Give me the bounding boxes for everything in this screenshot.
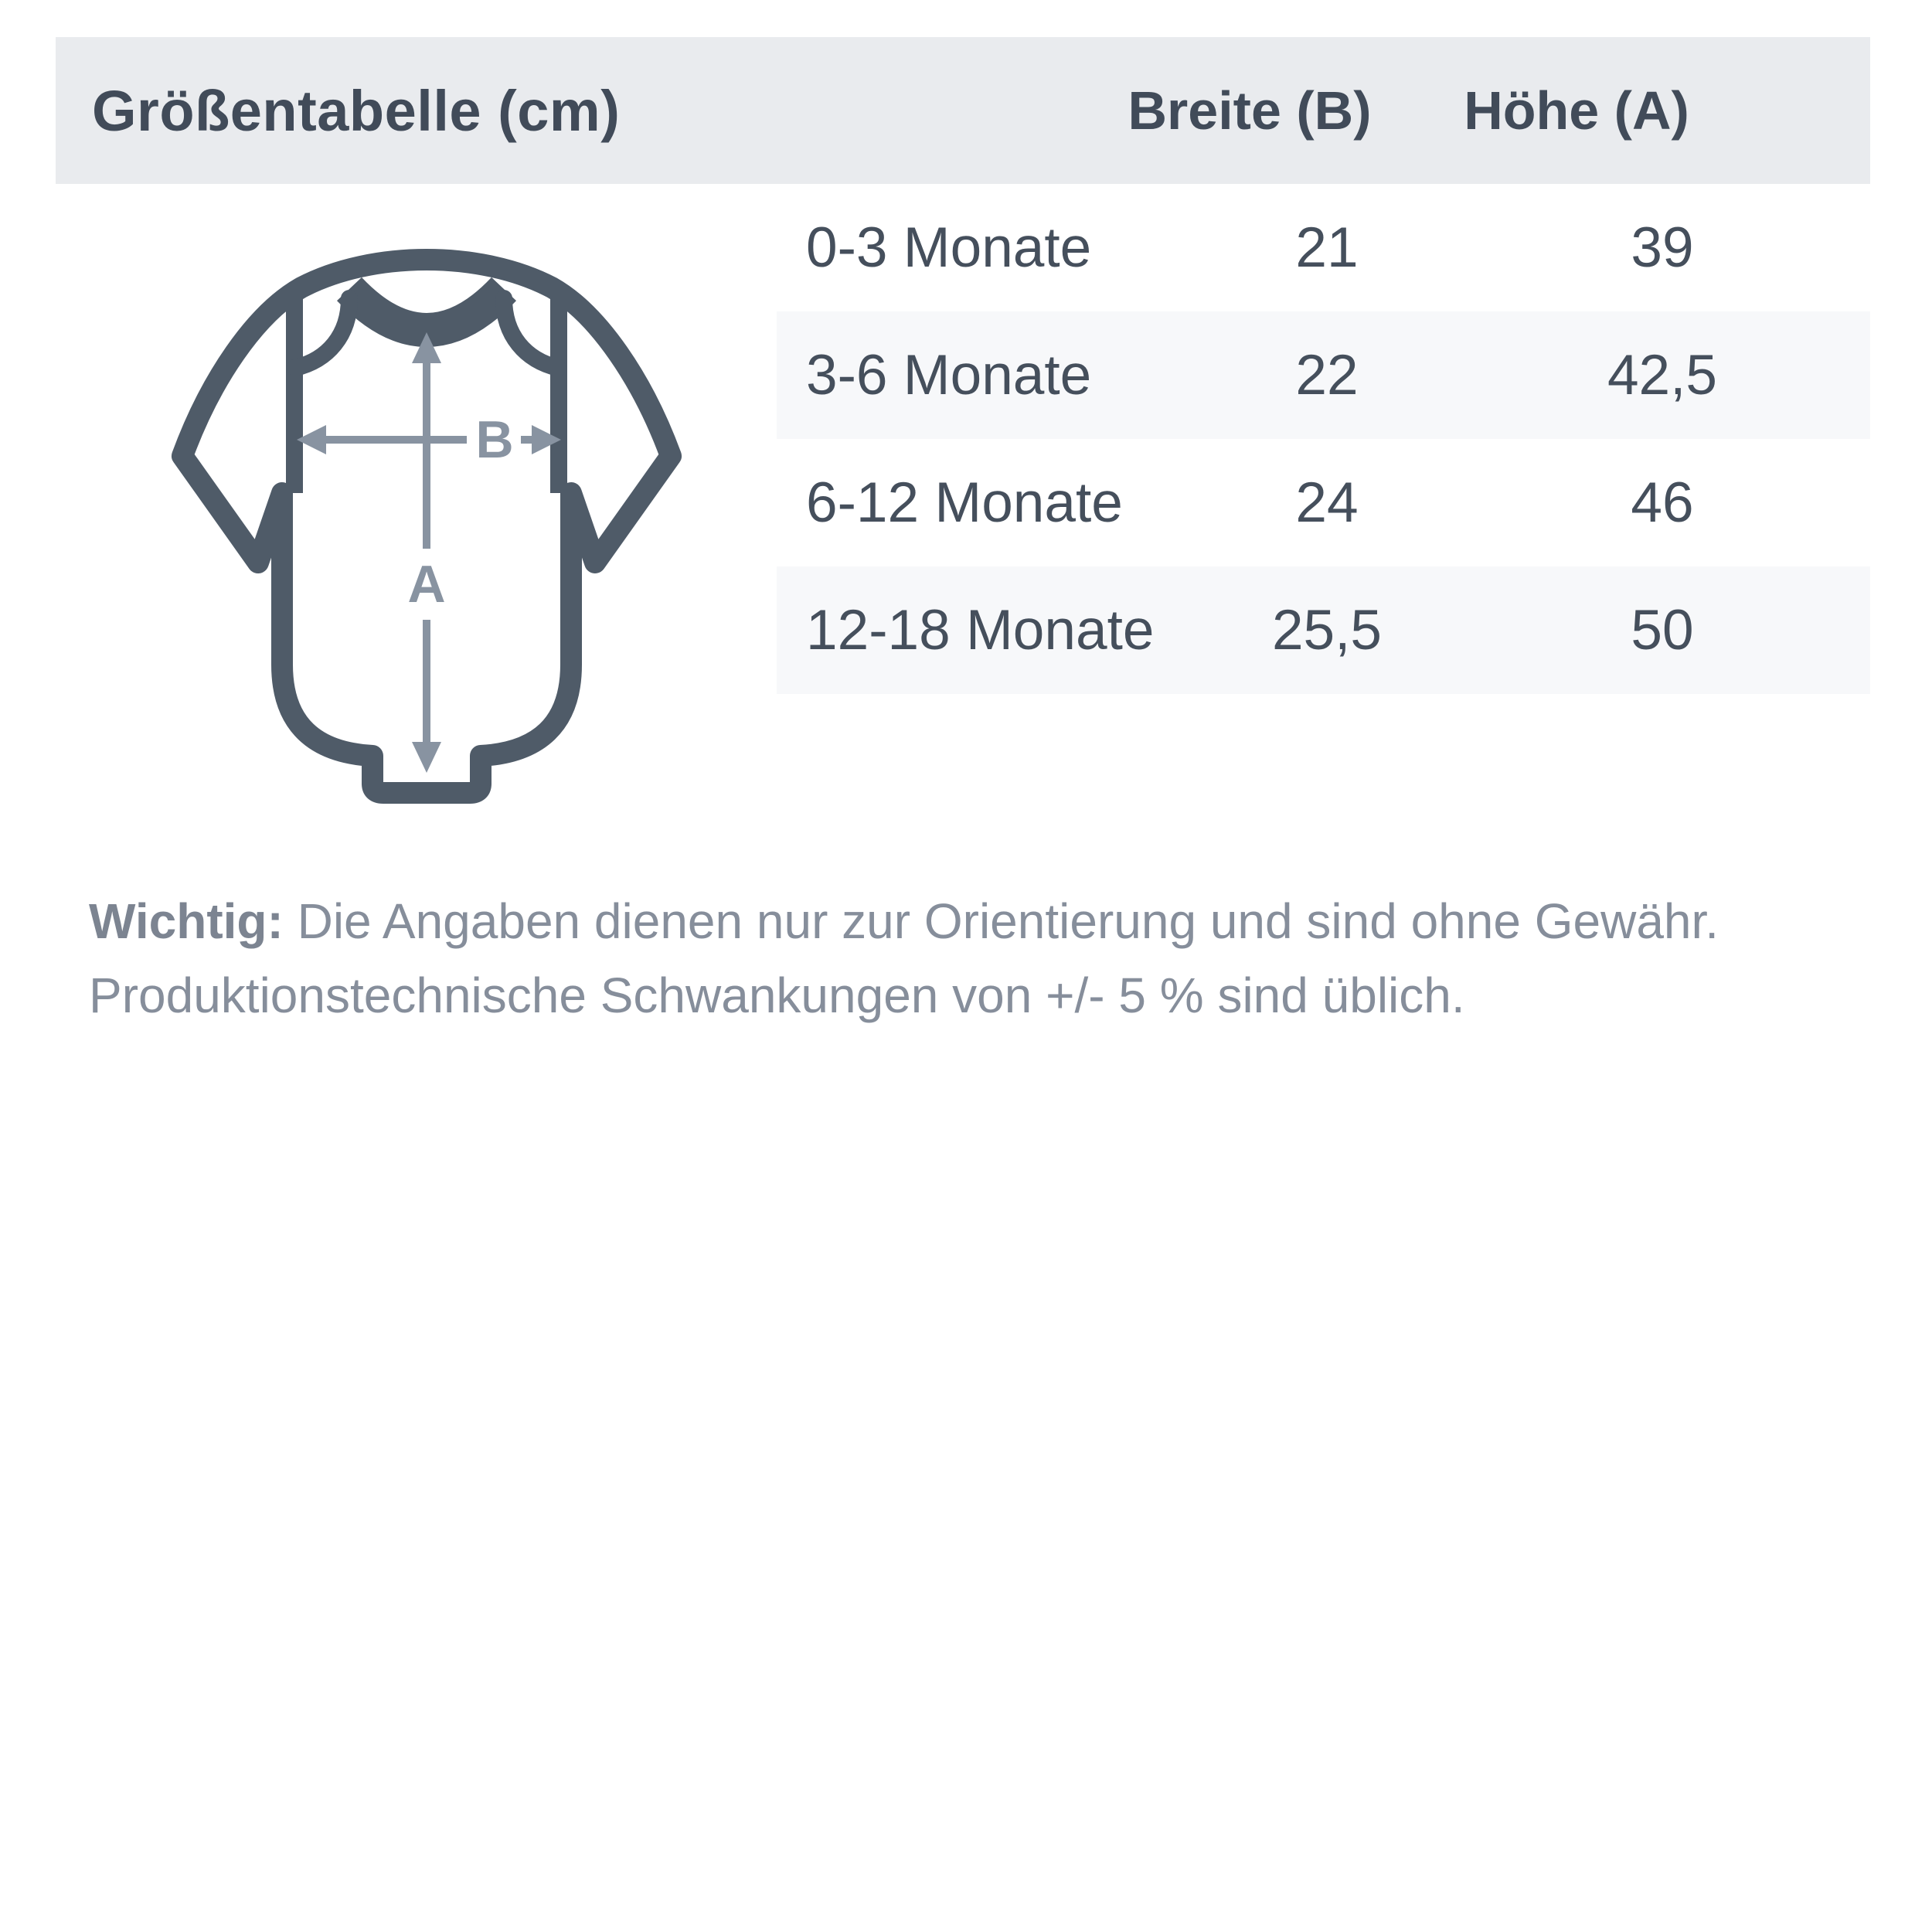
arrow-down-icon: [412, 742, 441, 773]
disclaimer-emphasis: Wichtig:: [89, 893, 284, 949]
height-value: 46: [1631, 471, 1694, 534]
baby-bodysuit-diagram: A B: [155, 247, 696, 804]
height-arrow-label: A: [407, 555, 445, 614]
table-row: 3-6 Monate 22 42,5: [777, 311, 1870, 439]
size-label: 0-3 Monate: [806, 216, 1092, 279]
width-value: 22: [1295, 344, 1359, 406]
bodysuit-side-seams: [286, 295, 567, 493]
width-value: 24: [1295, 471, 1359, 534]
bodysuit-shoulder-folds: [287, 290, 566, 376]
table-row: 6-12 Monate 24 46: [777, 439, 1870, 566]
baby-bodysuit-outline-icon: A B: [172, 249, 682, 804]
size-label: 3-6 Monate: [806, 344, 1092, 406]
table-row: 12-18 Monate 25,5 50: [777, 566, 1870, 694]
arrow-right-icon: [532, 425, 561, 454]
disclaimer-line1: Die Angaben dienen nur zur Orientierung …: [283, 893, 1719, 949]
height-value: 39: [1631, 216, 1694, 279]
column-header-width: Breite (B): [1128, 80, 1372, 141]
bodysuit-collar: [337, 277, 516, 347]
table-row: 0-3 Monate 21 39: [777, 184, 1870, 311]
size-label: 6-12 Monate: [806, 471, 1123, 534]
disclaimer-line2: Produktionstechnische Schwankungen von +…: [89, 968, 1465, 1023]
table-header-band: Größentabelle (cm) Breite (B) Höhe (A): [56, 37, 1870, 184]
size-label: 12-18 Monate: [806, 599, 1155, 662]
width-value: 21: [1295, 216, 1359, 279]
width-arrow-label: B: [475, 410, 513, 469]
width-value: 25,5: [1271, 599, 1383, 662]
arrow-up-icon: [412, 332, 441, 363]
size-table-rows: 0-3 Monate 21 39 3-6 Monate 22 42,5 6-12…: [777, 184, 1870, 694]
column-header-height: Höhe (A): [1464, 80, 1689, 141]
arrow-left-icon: [297, 425, 326, 454]
page-title: Größentabelle (cm): [92, 78, 621, 143]
height-value: 50: [1631, 599, 1694, 662]
disclaimer-note: Wichtig: Die Angaben dienen nur zur Orie…: [89, 884, 1843, 1032]
height-value: 42,5: [1607, 344, 1718, 406]
